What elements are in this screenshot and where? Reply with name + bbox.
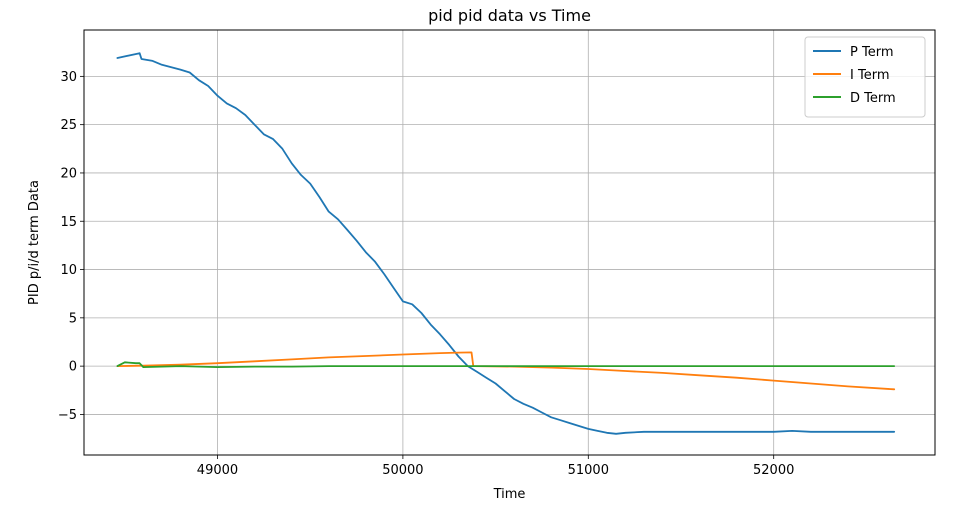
legend: P Term I Term D Term (804, 36, 926, 118)
y-tick-label: 0 (69, 360, 77, 375)
y-tick-label: 20 (60, 166, 77, 181)
x-tick-label: 52000 (753, 463, 794, 478)
series-line-d-term (116, 361, 896, 369)
legend-label-i-term: I Term (850, 68, 889, 83)
y-axis-title: PID p/i/d term Data (27, 180, 42, 305)
axis-ticks: 49000 50000 51000 52000 −5 0 5 10 15 20 25 30 (58, 70, 795, 478)
series-line-i-term (116, 351, 896, 391)
grid-lines (84, 30, 935, 455)
x-axis-title: Time (493, 487, 526, 502)
plot-area-frame (83, 29, 936, 456)
y-tick-label: 15 (60, 215, 77, 230)
y-tick-label: 10 (60, 263, 77, 278)
y-tick-label: 30 (60, 70, 77, 85)
x-tick-label: 50000 (382, 463, 423, 478)
y-tick-label: −5 (58, 408, 77, 423)
legend-label-d-term: D Term (850, 91, 896, 106)
x-tick-label: 51000 (568, 463, 609, 478)
x-tick-label: 49000 (197, 463, 238, 478)
y-tick-label: 5 (69, 311, 77, 326)
y-tick-label: 25 (60, 118, 77, 133)
series-line-p-term (116, 52, 896, 435)
legend-label-p-term: P Term (850, 45, 893, 60)
chart-title: pid pid data vs Time (428, 6, 591, 25)
series-layer (116, 52, 896, 435)
